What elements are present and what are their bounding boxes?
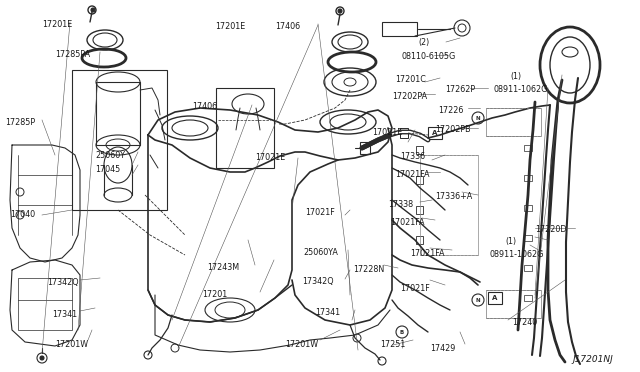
Text: J17201NJ: J17201NJ xyxy=(572,355,612,364)
Bar xyxy=(486,108,541,136)
Text: 17338: 17338 xyxy=(388,200,413,209)
Text: A: A xyxy=(492,295,498,301)
Bar xyxy=(428,127,442,139)
Text: 17406: 17406 xyxy=(192,102,217,111)
Text: N: N xyxy=(476,115,480,121)
Bar xyxy=(486,290,541,318)
Text: 25060Y: 25060Y xyxy=(95,151,125,160)
Bar xyxy=(524,145,532,151)
Bar xyxy=(72,70,167,210)
Text: 17342Q: 17342Q xyxy=(302,277,333,286)
Text: 17336+A: 17336+A xyxy=(435,192,472,201)
Text: 08911-1062G: 08911-1062G xyxy=(490,250,545,259)
Bar xyxy=(216,88,274,168)
Text: 17021F: 17021F xyxy=(400,284,429,293)
Text: 17202PA: 17202PA xyxy=(392,92,427,101)
Bar xyxy=(524,235,532,241)
Bar xyxy=(524,205,532,211)
Bar xyxy=(416,236,423,244)
Text: 17021FA: 17021FA xyxy=(395,170,429,179)
Bar xyxy=(416,146,423,154)
Bar xyxy=(360,142,370,154)
Text: 17429: 17429 xyxy=(430,344,456,353)
Text: 17285P: 17285P xyxy=(5,118,35,127)
Text: 08911-1062G: 08911-1062G xyxy=(493,85,547,94)
Text: 17226: 17226 xyxy=(438,106,463,115)
Text: 17202PB: 17202PB xyxy=(435,125,470,134)
Text: (1): (1) xyxy=(510,72,521,81)
Text: 08110-6105G: 08110-6105G xyxy=(402,52,456,61)
Circle shape xyxy=(338,9,342,13)
Text: 17406: 17406 xyxy=(275,22,300,31)
Text: 17021F: 17021F xyxy=(305,208,335,217)
Text: B: B xyxy=(400,330,404,334)
Text: 17201W: 17201W xyxy=(285,340,318,349)
Bar xyxy=(524,265,532,271)
Text: 17021FA: 17021FA xyxy=(390,218,424,227)
Text: 17201E: 17201E xyxy=(215,22,245,31)
Text: (2): (2) xyxy=(418,38,429,47)
Text: 17201C: 17201C xyxy=(395,75,426,84)
Text: 17342Q: 17342Q xyxy=(47,278,79,287)
Text: 17336: 17336 xyxy=(400,152,425,161)
Text: 17201: 17201 xyxy=(202,290,227,299)
Text: N: N xyxy=(476,298,480,302)
Text: 17021E: 17021E xyxy=(372,128,403,137)
Text: 17341: 17341 xyxy=(52,310,77,319)
Text: 17240: 17240 xyxy=(512,318,537,327)
Bar xyxy=(524,175,532,181)
Text: 17021E: 17021E xyxy=(255,153,285,162)
Text: 17220D: 17220D xyxy=(535,225,566,234)
Text: 25060YA: 25060YA xyxy=(303,248,338,257)
Circle shape xyxy=(40,356,44,360)
Bar xyxy=(416,176,423,184)
Text: 17262P: 17262P xyxy=(445,85,475,94)
Bar xyxy=(400,128,408,138)
Circle shape xyxy=(91,8,95,12)
Text: 17045: 17045 xyxy=(95,165,120,174)
Text: 17040: 17040 xyxy=(10,210,35,219)
Bar xyxy=(382,22,417,36)
Text: 17341: 17341 xyxy=(315,308,340,317)
Bar xyxy=(18,278,72,330)
Text: (1): (1) xyxy=(505,237,516,246)
Text: A: A xyxy=(432,130,438,136)
Bar xyxy=(420,155,478,255)
Bar xyxy=(416,206,423,214)
Text: 17285PA: 17285PA xyxy=(55,50,90,59)
Bar xyxy=(524,295,532,301)
Bar xyxy=(488,292,502,304)
Text: 17251: 17251 xyxy=(380,340,405,349)
Text: 17201W: 17201W xyxy=(55,340,88,349)
Text: 17243M: 17243M xyxy=(207,263,239,272)
Text: 17201E: 17201E xyxy=(42,20,72,29)
Text: 17021FA: 17021FA xyxy=(410,249,445,258)
Text: 17228N: 17228N xyxy=(353,265,384,274)
